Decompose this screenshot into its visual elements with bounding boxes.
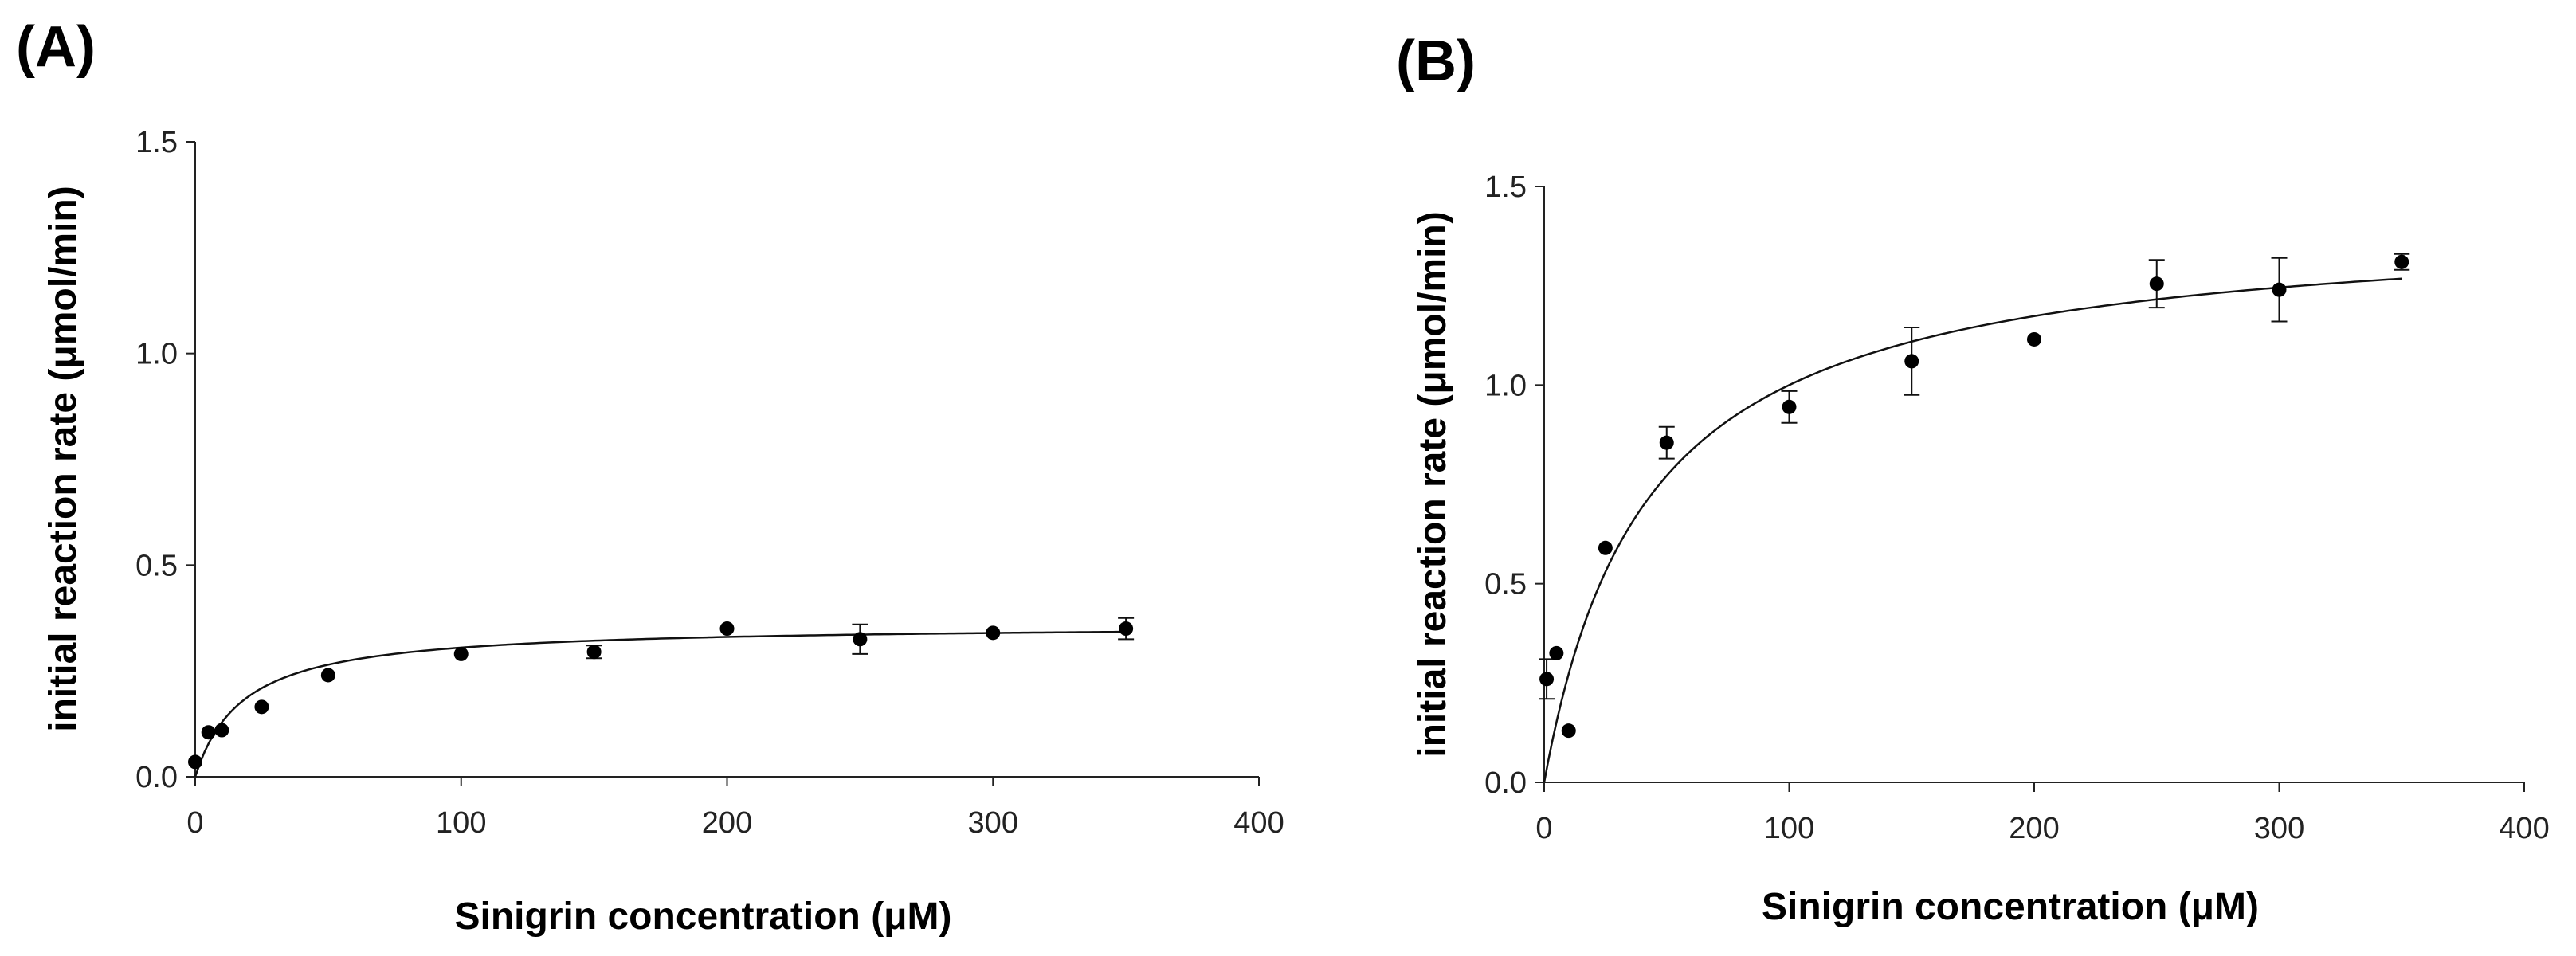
chart-b-x-tick-label: 300: [2254, 812, 2304, 845]
chart-a-y-tick-label: 0.5: [135, 549, 178, 582]
chart-a-data-point: [254, 699, 269, 715]
chart-b-data-point: [1539, 672, 1555, 687]
chart-b-data-point: [1904, 354, 1919, 369]
panel-b-label: (B): [1396, 29, 1476, 93]
panel-a-label: (A): [16, 15, 96, 79]
chart-a-data-point: [586, 645, 602, 660]
chart-b-data-point: [1561, 723, 1576, 739]
chart-b-data-point: [1549, 645, 1564, 660]
chart-a-data-point: [201, 725, 216, 740]
chart-b-fit-curve: [1543, 277, 2402, 783]
chart-b-x-tick-label: 100: [1764, 812, 1814, 845]
chart-b-x-tick-label: 200: [2009, 812, 2059, 845]
chart-a-fit-curve: [194, 630, 1127, 778]
chart-b-y-tick-label: 0.0: [1484, 766, 1527, 800]
chart-a-x-tick-label: 0: [186, 806, 203, 840]
chart-a-y-tick-label: 1.5: [135, 126, 178, 159]
chart-a-x-tick-label: 300: [968, 806, 1018, 840]
chart-b-data-point: [2027, 331, 2041, 347]
chart-b-data-point: [2272, 282, 2287, 297]
chart-a-x-axis-title: Sinigrin concentration (μM): [454, 895, 951, 938]
chart-a-y-tick-label: 0.0: [135, 761, 178, 794]
chart-b-data-point: [1782, 399, 1797, 414]
chart-b-data-point: [1659, 435, 1674, 450]
chart-a-x-tick-label: 100: [436, 806, 486, 840]
chart-b-x-axis-title: Sinigrin concentration (μM): [1762, 886, 2259, 928]
chart-a-data-point: [719, 621, 735, 637]
chart-b-x-tick-label: 0: [1535, 812, 1552, 845]
chart-a-data-point: [986, 625, 1001, 641]
chart-a-data-point: [214, 723, 229, 738]
chart-a-x-tick-label: 400: [1233, 806, 1284, 840]
chart-b: 0 100 200 300 400 0.0 0.5 1.0 1.5 Sinigrin concen…: [1412, 170, 2550, 928]
chart-b-x-tick-label: 400: [2499, 812, 2549, 845]
chart-b-data-point: [1598, 540, 1613, 555]
chart-a-data-point: [853, 632, 868, 647]
chart-a-data-point: [1119, 621, 1134, 637]
chart-b-y-tick-label: 0.5: [1484, 568, 1527, 601]
chart-b-data-point: [2394, 254, 2409, 269]
chart-a-data-point: [320, 668, 335, 683]
chart-b-data-point: [2149, 276, 2164, 292]
chart-a-x-tick-label: 200: [702, 806, 752, 840]
chart-a-y-tick-label: 1.0: [135, 338, 178, 371]
chart-b-y-axis-title: initial reaction rate (μmol/min): [1412, 211, 1454, 757]
chart-a-y-axis-title: initial reaction rate (μmol/min): [42, 186, 84, 731]
chart-a-data-point: [453, 646, 469, 661]
chart-b-y-tick-label: 1.5: [1484, 170, 1527, 204]
chart-a: 0 100 200 300 400 0.0 0.5 1.0 1.5 Sinigrin concen…: [42, 126, 1284, 938]
chart-b-y-tick-label: 1.0: [1484, 369, 1527, 402]
chart-a-data-point: [188, 754, 202, 770]
